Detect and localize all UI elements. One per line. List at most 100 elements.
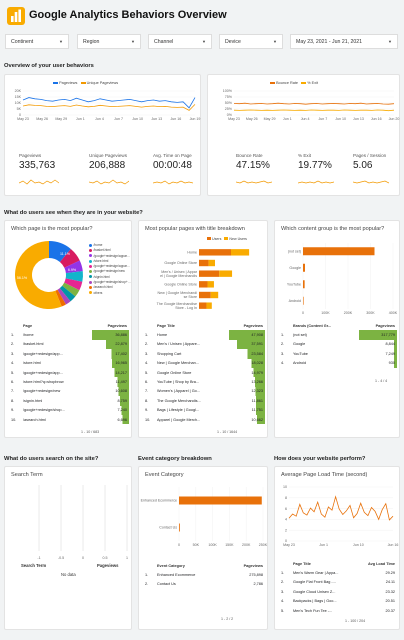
- column-header[interactable]: Pageviews: [243, 323, 263, 328]
- row-index: 7.: [145, 389, 149, 394]
- row-value: 7,240: [92, 405, 129, 415]
- pagination[interactable]: 1 - 10 / 1644: [217, 430, 238, 434]
- y-tick-label: 50%: [225, 101, 233, 105]
- table-row[interactable]: 7. Women's | Apparel | Go... 12,323: [143, 386, 265, 397]
- metric-value: 206,888: [89, 160, 126, 171]
- table-row[interactable]: 6. YouTube | Shop by Bra... 13,266: [143, 377, 265, 387]
- pagination[interactable]: 1 - 2 / 2: [221, 617, 234, 621]
- pagination[interactable]: 1 - 100 / 204: [345, 619, 366, 623]
- column-header[interactable]: Page Title: [293, 561, 311, 566]
- row-label: (not set): [293, 333, 307, 338]
- load-time-card: Average Page Load Time (second) 0 2 4 6 8 10 M…: [274, 466, 400, 630]
- y-tick-label: 100%: [223, 89, 233, 93]
- row-value: 2,786: [253, 582, 263, 587]
- column-header[interactable]: Pageviews: [375, 323, 395, 328]
- device-filter[interactable]: Device ▼: [219, 34, 283, 49]
- column-header[interactable]: Page: [23, 323, 33, 328]
- category-label: Google Online Store: [164, 283, 197, 287]
- x-tick-label: Jun 16: [170, 117, 181, 121]
- table-row[interactable]: 6. /store.html?q=shopbrow 11,497: [9, 377, 129, 387]
- pagination[interactable]: 1 - 10 / 683: [81, 430, 100, 434]
- table-row[interactable]: 8. The Google Merchandis... 11,861: [143, 396, 265, 406]
- section-title-overview: Overview of your user behaviors: [4, 63, 94, 69]
- legend-item: /google+redesign/shop+by+...: [89, 280, 131, 284]
- table-row[interactable]: 3. Shopping Cart 23,584: [143, 349, 265, 359]
- table-row[interactable]: 9. /google+redesign/shop... 7,240: [9, 405, 129, 415]
- column-header[interactable]: Pageviews: [97, 563, 119, 568]
- x-tick-label: Jun 1: [283, 117, 292, 121]
- table-row[interactable]: 2. Contact Us 2,786: [143, 580, 265, 589]
- legend-item: /store.html: [89, 259, 131, 263]
- table-row[interactable]: 8. /signin.html 8,759: [9, 396, 129, 406]
- column-header[interactable]: Pageviews: [243, 563, 263, 568]
- table-row[interactable]: 1. (not set) 317,779: [279, 330, 397, 340]
- legend-swatch: [89, 270, 92, 274]
- table-row[interactable]: 2. /basket.html 22,879: [9, 339, 129, 350]
- category-label: Google: [289, 266, 301, 270]
- row-label: Google: [293, 342, 306, 347]
- row-label: Contact Us: [157, 582, 176, 587]
- channel-filter[interactable]: Channel ▼: [148, 34, 212, 49]
- column-header[interactable]: Search Term: [21, 563, 47, 568]
- page-donut-chart: 11.1% 6.9% 56.1%: [14, 241, 83, 309]
- continent-filter[interactable]: Continent ▼: [5, 34, 69, 49]
- column-header[interactable]: Avg Load Time: [367, 561, 395, 566]
- legend-swatch: [89, 259, 92, 263]
- table-row[interactable]: 2. Men's / Unisex | Appare... 37,591: [143, 339, 265, 350]
- row-index: 4.: [281, 361, 285, 366]
- svg-text:0.5: 0.5: [103, 556, 108, 560]
- table-row[interactable]: 3. Google Cloud Unisex Z... 23.32: [279, 587, 397, 596]
- row-index: 8.: [11, 398, 15, 403]
- pie-slice: [59, 285, 76, 302]
- metric-value: 5.06: [353, 160, 373, 171]
- column-header[interactable]: Event Category: [157, 563, 185, 568]
- legend-item: /google+redesign/apparel/mens: [89, 264, 131, 268]
- column-header[interactable]: Page Title: [157, 323, 175, 328]
- sparkline: [19, 179, 59, 185]
- series-line: [288, 495, 394, 521]
- row-label: /store.html: [23, 361, 41, 366]
- x-tick-label: Jun 7: [318, 117, 327, 121]
- region-filter[interactable]: Region ▼: [77, 34, 141, 49]
- table-row[interactable]: 4. New | Google Merchan... 18,028: [143, 358, 265, 368]
- y-tick-label: 0: [285, 539, 287, 543]
- table-row[interactable]: 1. Men's Warm Gear | Appa... 29.29: [279, 568, 397, 577]
- legend-swatch: [89, 248, 92, 252]
- table-row[interactable]: 10. Apparel | Google Merch... 10,662: [143, 414, 265, 425]
- popular-page-card: Which page is the most popular? 11.1% 6.9…: [4, 220, 132, 438]
- table-row[interactable]: 4. Backpacks | Bags | Goo... 20.51: [279, 597, 397, 606]
- table-row[interactable]: 10. /asearch.html 6,696: [9, 414, 129, 425]
- category-label: Google Online Store: [164, 261, 197, 265]
- table-row[interactable]: 1. Enhanced Ecommerce 275,898: [143, 570, 265, 579]
- category-label: el | Google Merchandis: [160, 274, 197, 278]
- x-tick-label: Jun 1: [76, 117, 85, 121]
- table-row[interactable]: 2. Google 8,844: [279, 339, 397, 350]
- table-row[interactable]: 5. Men's Tech Fun Tee -... 20.37: [279, 606, 397, 615]
- table-row[interactable]: 2. Google Flat Front Bag -... 24.11: [279, 578, 397, 587]
- table-row[interactable]: 4. Android 930: [279, 358, 397, 368]
- column-header[interactable]: Brands (Content Gr...: [293, 323, 332, 328]
- row-index: 4.: [145, 361, 149, 366]
- series-line: [22, 97, 196, 109]
- legend-item: /google+redesign/new: [89, 269, 131, 273]
- row-index: 1.: [281, 333, 285, 338]
- table-row[interactable]: 1. /home 36,886: [9, 330, 129, 340]
- date-range-picker[interactable]: May 23, 2021 - Jun 21, 2021 ▼: [290, 34, 398, 49]
- table-row[interactable]: 7. /google+redesign/new 10,608: [9, 386, 129, 397]
- row-value: 37,591: [228, 339, 265, 350]
- table-row[interactable]: 9. Bags | Lifestyle | Googl... 11,751: [143, 405, 265, 415]
- metric-value: 19.77%: [298, 160, 332, 171]
- table-row[interactable]: 3. /google+redesign/app... 17,402: [9, 349, 129, 359]
- legend-swatch: [89, 264, 92, 268]
- bar: [179, 496, 262, 505]
- table-row[interactable]: 3. YouTube 7,249: [279, 349, 397, 359]
- table-row[interactable]: 5. /google+redesign/app... 14,217: [9, 367, 129, 378]
- section-title-pages: What do users see when they are in your …: [4, 210, 143, 216]
- pagination[interactable]: 1 - 4 / 4: [375, 379, 388, 383]
- column-header[interactable]: Pageviews: [107, 323, 127, 328]
- row-label: Bags | Lifestyle | Googl...: [157, 408, 200, 413]
- table-row[interactable]: 4. /store.html 16,965: [9, 358, 129, 368]
- table-row[interactable]: 5. Google Online Store 14,979: [143, 367, 265, 378]
- table-row[interactable]: 1. Home 47,908: [143, 330, 265, 340]
- row-value: 275,898: [249, 573, 263, 578]
